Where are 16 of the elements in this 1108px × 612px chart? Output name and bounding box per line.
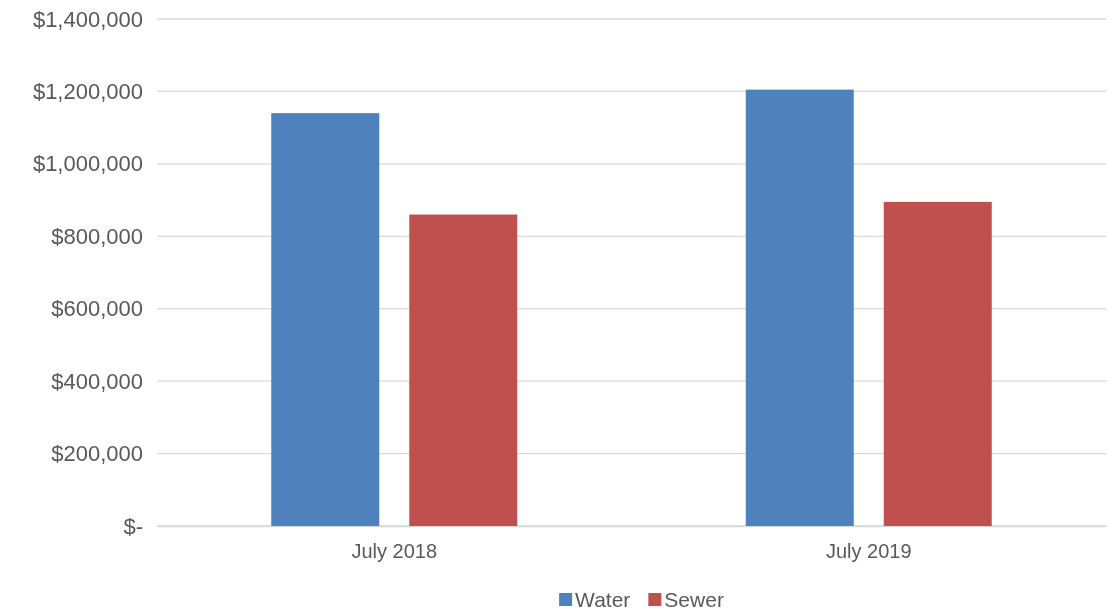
bar xyxy=(883,201,992,526)
y-tick-label: $200,000 xyxy=(51,441,143,467)
legend-label: Water xyxy=(575,588,631,611)
x-tick-label: July 2019 xyxy=(825,540,912,563)
y-tick-label: $600,000 xyxy=(51,296,143,322)
y-tick-label: $1,400,000 xyxy=(32,6,143,32)
x-tick-label: July 2018 xyxy=(351,540,438,563)
y-tick-label: $1,000,000 xyxy=(32,151,143,177)
y-tick-label: $800,000 xyxy=(51,223,143,249)
y-tick-label: $- xyxy=(123,513,143,539)
legend-label: Sewer xyxy=(664,588,724,611)
y-tick-label: $400,000 xyxy=(51,368,143,394)
bar xyxy=(745,89,854,526)
y-tick-label: $1,200,000 xyxy=(32,78,143,104)
bar xyxy=(271,113,380,526)
bar xyxy=(409,214,518,526)
